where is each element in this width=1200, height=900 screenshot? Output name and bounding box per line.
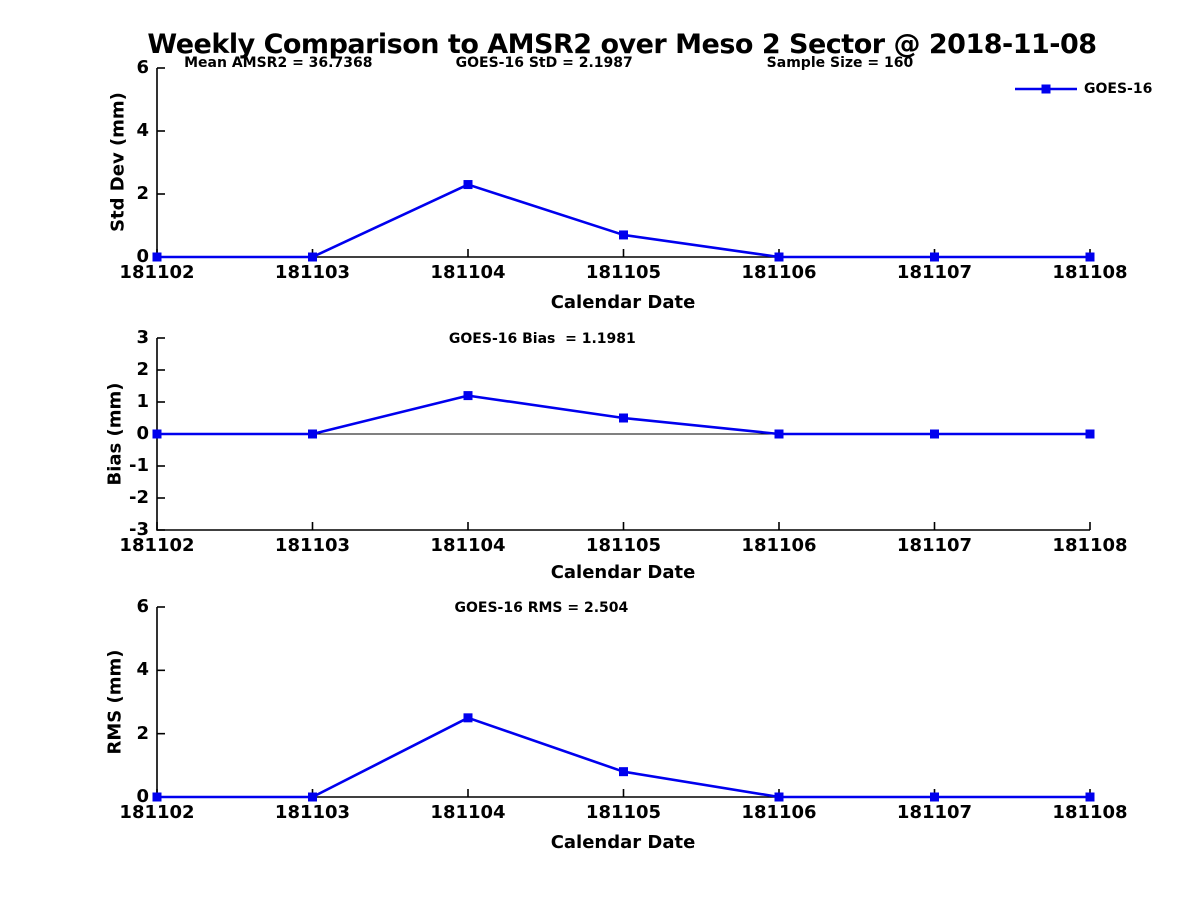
chart-title: Weekly Comparison to AMSR2 over Meso 2 S… [147,29,1097,60]
y-tick-label: 3 [136,327,149,348]
data-point-marker [930,792,939,802]
annotation: GOES-16 RMS = 2.504 [454,600,629,616]
axis-line [156,68,1090,258]
y-tick-label: -2 [129,487,149,508]
x-axis-label-std-dev: Calendar Date [550,292,696,313]
data-point-marker [308,252,317,262]
x-tick-label: 181102 [119,262,195,283]
y-tick-label: 6 [136,57,149,78]
x-axis-label-bias: Calendar Date [550,562,696,583]
y-tick-label: 0 [136,423,149,444]
x-tick-label: 181108 [1052,802,1128,823]
x-axis-label-rms: Calendar Date [550,832,696,853]
x-tick-label: 181107 [896,802,973,823]
x-tick-label: 181105 [585,802,662,823]
x-tick-label: 181102 [119,802,195,823]
x-tick-label: 181103 [274,535,351,556]
data-point-marker [463,713,473,723]
data-point-marker [930,252,939,262]
x-tick-label: 181107 [896,262,973,283]
x-tick-label: 181104 [430,535,506,556]
data-point-marker [463,391,473,401]
x-tick-label: 181108 [1052,262,1128,283]
data-point-marker [152,252,162,262]
x-tick-label: 181107 [896,535,973,556]
x-tick-label: 181104 [430,802,506,823]
y-tick-label: 6 [136,596,149,617]
x-tick-label: 181104 [430,262,506,283]
data-point-marker [619,767,628,777]
data-point-marker [930,429,939,439]
x-tick-label: 181105 [585,535,662,556]
y-tick-label: 2 [136,722,149,744]
data-point-marker [619,230,628,240]
x-tick-label: 181106 [741,802,817,823]
data-point-marker [1085,429,1095,439]
data-point-marker [308,792,317,802]
series-line [157,716,1090,799]
x-tick-label: 181103 [274,802,351,823]
y-tick-label: -1 [129,455,149,476]
x-tick-label: 181102 [119,535,195,556]
data-point-marker [1085,792,1095,802]
data-point-marker [774,792,784,802]
data-point-marker [463,180,473,190]
series-line [157,183,1090,259]
x-tick-label: 181106 [741,535,817,556]
annotation: GOES-16 StD = 2.1987 [455,55,633,71]
data-point-marker [619,413,628,423]
y-axis-label-std-dev: Std Dev (mm) [107,92,129,232]
y-tick-label: 4 [136,120,149,141]
x-tick-label: 181108 [1052,535,1128,556]
x-tick-label: 181106 [741,262,817,283]
data-point-marker [774,429,784,439]
y-tick-label: 0 [136,246,149,267]
data-point-marker [774,252,784,262]
data-point-marker [152,429,162,439]
legend-label: GOES-16 [1084,81,1153,97]
y-tick-label: 1 [136,391,149,412]
data-point-marker [1085,252,1095,262]
y-tick-label: 2 [136,183,149,204]
y-tick-label: -3 [129,519,149,540]
y-tick-label: 4 [136,659,149,681]
annotation: Sample Size = 160 [766,55,914,71]
x-tick-label: 181103 [274,262,351,283]
data-point-marker [152,792,162,802]
y-tick-label: 0 [136,786,149,807]
annotation: Mean AMSR2 = 36.7368 [184,55,373,71]
x-tick-label: 181105 [585,262,662,283]
annotation: GOES-16 Bias = 1.1981 [448,331,636,347]
legend-marker [1041,84,1051,94]
data-point-marker [308,429,317,439]
y-tick-label: 2 [136,359,149,380]
